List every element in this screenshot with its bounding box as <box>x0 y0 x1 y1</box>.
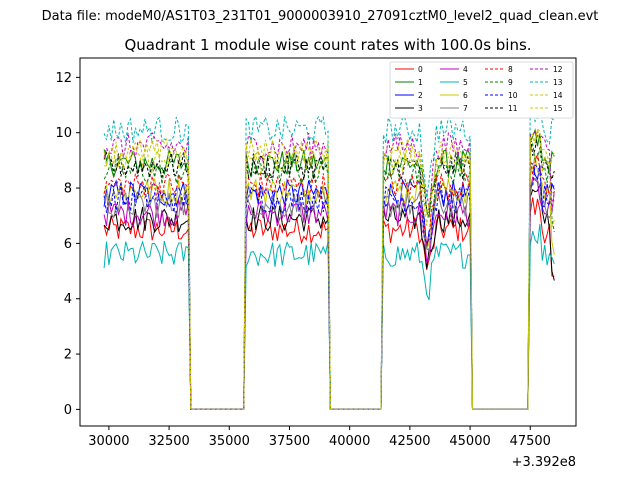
x-offset-label: +3.392e8 <box>512 455 576 470</box>
series-layer <box>103 95 555 410</box>
legend-label: 12 <box>553 65 563 74</box>
x-tick-label: 40000 <box>329 434 370 449</box>
chart-title: Quadrant 1 module wise count rates with … <box>124 36 531 54</box>
x-tick-label: 37500 <box>269 434 310 449</box>
plot-frame <box>79 57 577 427</box>
x-tick-label: 35000 <box>209 434 250 449</box>
y-tick-label: 10 <box>55 126 72 141</box>
y-tick-label: 12 <box>55 71 72 86</box>
x-tick-label: 30000 <box>88 434 129 449</box>
legend-label: 15 <box>553 104 563 113</box>
legend-label: 2 <box>418 91 423 100</box>
legend-box <box>389 61 574 119</box>
legend-label: 7 <box>463 104 468 113</box>
x-tick-label: 32500 <box>148 434 189 449</box>
chart-suptitle: Data file: modeM0/AS1T03_231T01_90000039… <box>42 9 599 24</box>
legend-label: 9 <box>508 78 513 87</box>
legend-label: 5 <box>463 78 468 87</box>
y-tick-label: 2 <box>64 348 72 363</box>
series-line-15 <box>104 127 555 410</box>
legend-label: 14 <box>553 91 563 100</box>
y-tick-label: 4 <box>64 292 72 307</box>
legend-label: 3 <box>418 104 423 113</box>
x-tick-label: 42500 <box>389 434 430 449</box>
legend-label: 1 <box>418 78 423 87</box>
legend-label: 11 <box>508 104 518 113</box>
legend-label: 10 <box>508 91 518 100</box>
y-tick-label: 0 <box>64 403 72 418</box>
axis-layer: 30000 32500 35000 37500 40000 42500 45000 47500… <box>55 71 550 449</box>
y-tick-label: 6 <box>64 237 72 252</box>
legend-label: 0 <box>418 65 423 74</box>
y-tick-label: 8 <box>64 182 72 197</box>
legend-label: 6 <box>463 91 468 100</box>
x-tick-label: 45000 <box>449 434 490 449</box>
legend-label: 8 <box>508 65 513 74</box>
legend-label: 4 <box>463 65 468 74</box>
x-tick-label: 47500 <box>510 434 551 449</box>
legend-label: 13 <box>553 78 563 87</box>
